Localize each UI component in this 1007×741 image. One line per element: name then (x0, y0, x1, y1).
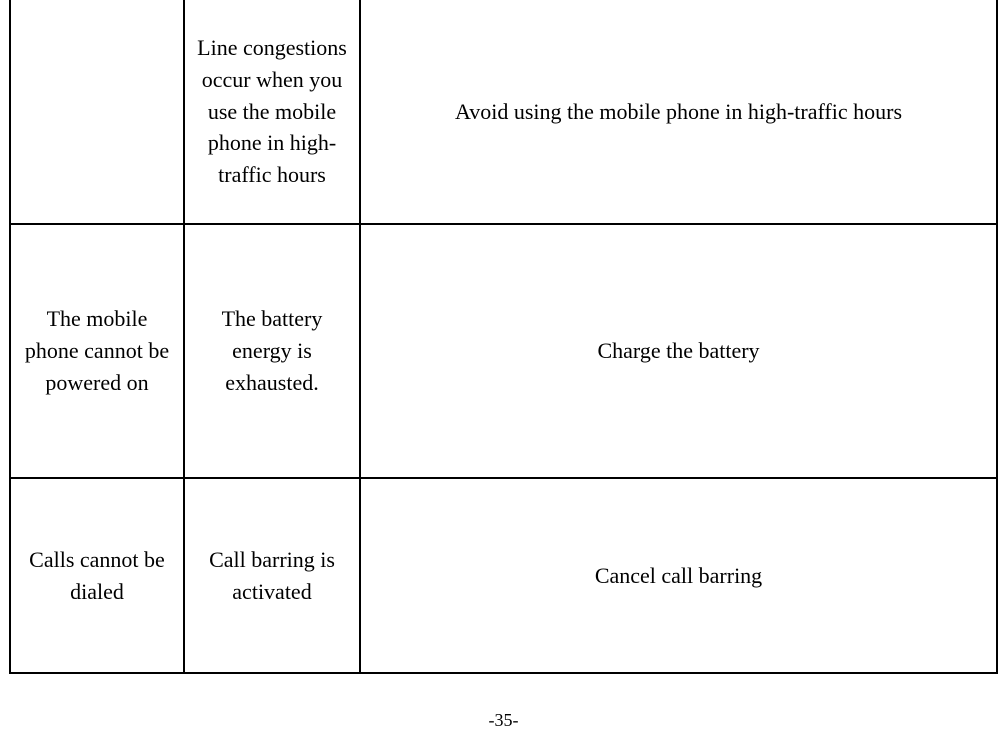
solution-cell: Charge the battery (360, 224, 997, 478)
cause-cell: Call barring is activated (184, 478, 360, 673)
solution-cell: Avoid using the mobile phone in high-tra… (360, 0, 997, 224)
problem-cell: Calls cannot be dialed (10, 478, 184, 673)
table-row: Line congestions occur when you use the … (10, 0, 997, 224)
cause-cell: Line congestions occur when you use the … (184, 0, 360, 224)
table-row: Calls cannot be dialed Call barring is a… (10, 478, 997, 673)
cause-cell: The battery energy is exhausted. (184, 224, 360, 478)
solution-cell: Cancel call barring (360, 478, 997, 673)
page-number: -35- (0, 710, 1007, 731)
problem-cell (10, 0, 184, 224)
problem-cell: The mobile phone cannot be powered on (10, 224, 184, 478)
document-page: Line congestions occur when you use the … (0, 0, 1007, 741)
troubleshooting-table: Line congestions occur when you use the … (9, 0, 998, 674)
table-row: The mobile phone cannot be powered on Th… (10, 224, 997, 478)
